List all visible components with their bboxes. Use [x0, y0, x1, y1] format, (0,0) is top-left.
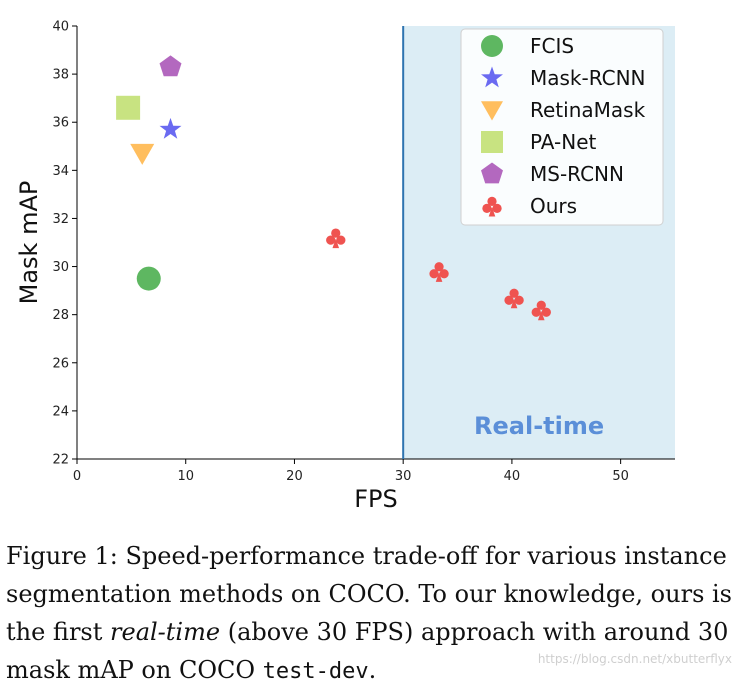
figure-caption: Figure 1: Speed-performance trade-off fo… [6, 537, 734, 691]
legend-label: Mask-RCNN [530, 66, 646, 90]
point-ours [429, 262, 449, 282]
point-pa-net [116, 95, 141, 120]
point-ours [531, 300, 551, 321]
y-tick-label: 32 [52, 212, 69, 227]
legend-label: FCIS [530, 34, 574, 58]
legend-marker-ms-rcnn [481, 162, 503, 184]
realtime-label: Real-time [474, 412, 604, 440]
x-tick-label: 30 [395, 469, 412, 484]
scatter-chart: 22 24 26 28 30 32 34 36 38 40 0 10 20 30 40 50 Real-ti… [15, 20, 675, 513]
legend-marker-pa-net [481, 131, 503, 153]
point-ours [504, 288, 524, 309]
y-axis-ticks: 22 24 26 28 30 32 34 36 38 40 [52, 20, 77, 468]
y-tick-label: 24 [52, 404, 69, 419]
y-tick-label: 34 [52, 164, 69, 179]
y-tick-label: 30 [52, 260, 69, 275]
data-points [116, 55, 551, 321]
x-tick-label: 40 [504, 469, 521, 484]
y-tick-label: 38 [52, 68, 69, 83]
caption-code: test-dev [262, 659, 369, 684]
legend-label: Ours [530, 194, 577, 218]
point-mask-rcnn [159, 117, 182, 139]
y-tick-label: 28 [52, 308, 69, 323]
legend-marker-ours [482, 196, 502, 217]
y-tick-label: 40 [52, 20, 69, 35]
x-tick-label: 50 [612, 469, 629, 484]
legend-marker-mask-rcnn [481, 66, 503, 88]
legend-label: PA-Net [530, 130, 597, 154]
y-tick-label: 22 [52, 453, 69, 468]
x-tick-label: 20 [286, 469, 303, 484]
y-tick-label: 26 [52, 356, 69, 371]
caption-label: Figure 1: [6, 542, 118, 570]
caption-emphasis: real-time [110, 618, 221, 646]
x-tick-label: 0 [73, 469, 81, 484]
x-tick-label: 10 [177, 469, 194, 484]
caption-end: . [368, 656, 377, 684]
x-axis-ticks: 0 10 20 30 40 50 [73, 459, 629, 484]
y-tick-label: 36 [52, 116, 69, 131]
watermark: https://blog.csdn.net/xbutterflyx [537, 652, 732, 666]
point-ours [326, 228, 346, 249]
caption-text-2: (above 30 FPS) approach with around 30 m… [6, 618, 729, 684]
legend-frame [460, 28, 664, 226]
caption-text-1: Speed-performance trade-off for various … [6, 542, 732, 646]
legend-label: MS-RCNN [530, 162, 624, 186]
legend-label: RetinaMask [530, 98, 646, 122]
point-retinamask [130, 143, 155, 165]
legend: FCIS Mask-RCNN RetinaMask PA-Net MS-RCNN Ours [460, 28, 664, 226]
point-fcis [136, 266, 161, 291]
x-axis-title: FPS [354, 485, 398, 513]
legend-marker-fcis [481, 35, 503, 57]
legend-marker-retinamask [481, 101, 503, 121]
point-ms-rcnn [159, 55, 182, 77]
y-axis-title: Mask mAP [15, 181, 43, 305]
